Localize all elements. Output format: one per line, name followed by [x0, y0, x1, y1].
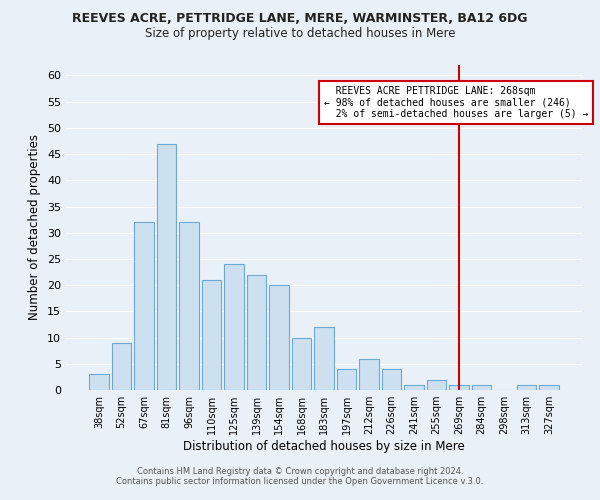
Bar	[359, 358, 379, 390]
Bar	[202, 280, 221, 390]
Bar	[314, 327, 334, 390]
Text: REEVES ACRE, PETTRIDGE LANE, MERE, WARMINSTER, BA12 6DG: REEVES ACRE, PETTRIDGE LANE, MERE, WARMI…	[72, 12, 528, 26]
Bar	[382, 369, 401, 390]
Bar	[539, 385, 559, 390]
Y-axis label: Number of detached properties: Number of detached properties	[28, 134, 41, 320]
X-axis label: Distribution of detached houses by size in Mere: Distribution of detached houses by size …	[183, 440, 465, 453]
Bar	[472, 385, 491, 390]
Bar	[224, 264, 244, 390]
Bar	[247, 274, 266, 390]
Bar	[517, 385, 536, 390]
Bar	[157, 144, 176, 390]
Bar	[404, 385, 424, 390]
Bar	[134, 222, 154, 390]
Bar	[89, 374, 109, 390]
Bar	[337, 369, 356, 390]
Bar	[112, 343, 131, 390]
Bar	[292, 338, 311, 390]
Bar	[269, 285, 289, 390]
Text: Size of property relative to detached houses in Mere: Size of property relative to detached ho…	[145, 28, 455, 40]
Text: REEVES ACRE PETTRIDGE LANE: 268sqm  
← 98% of detached houses are smaller (246)
: REEVES ACRE PETTRIDGE LANE: 268sqm ← 98%…	[324, 86, 589, 119]
Bar	[427, 380, 446, 390]
Text: Contains HM Land Registry data © Crown copyright and database right 2024.: Contains HM Land Registry data © Crown c…	[137, 467, 463, 476]
Bar	[179, 222, 199, 390]
Text: Contains public sector information licensed under the Open Government Licence v.: Contains public sector information licen…	[116, 477, 484, 486]
Bar	[449, 385, 469, 390]
